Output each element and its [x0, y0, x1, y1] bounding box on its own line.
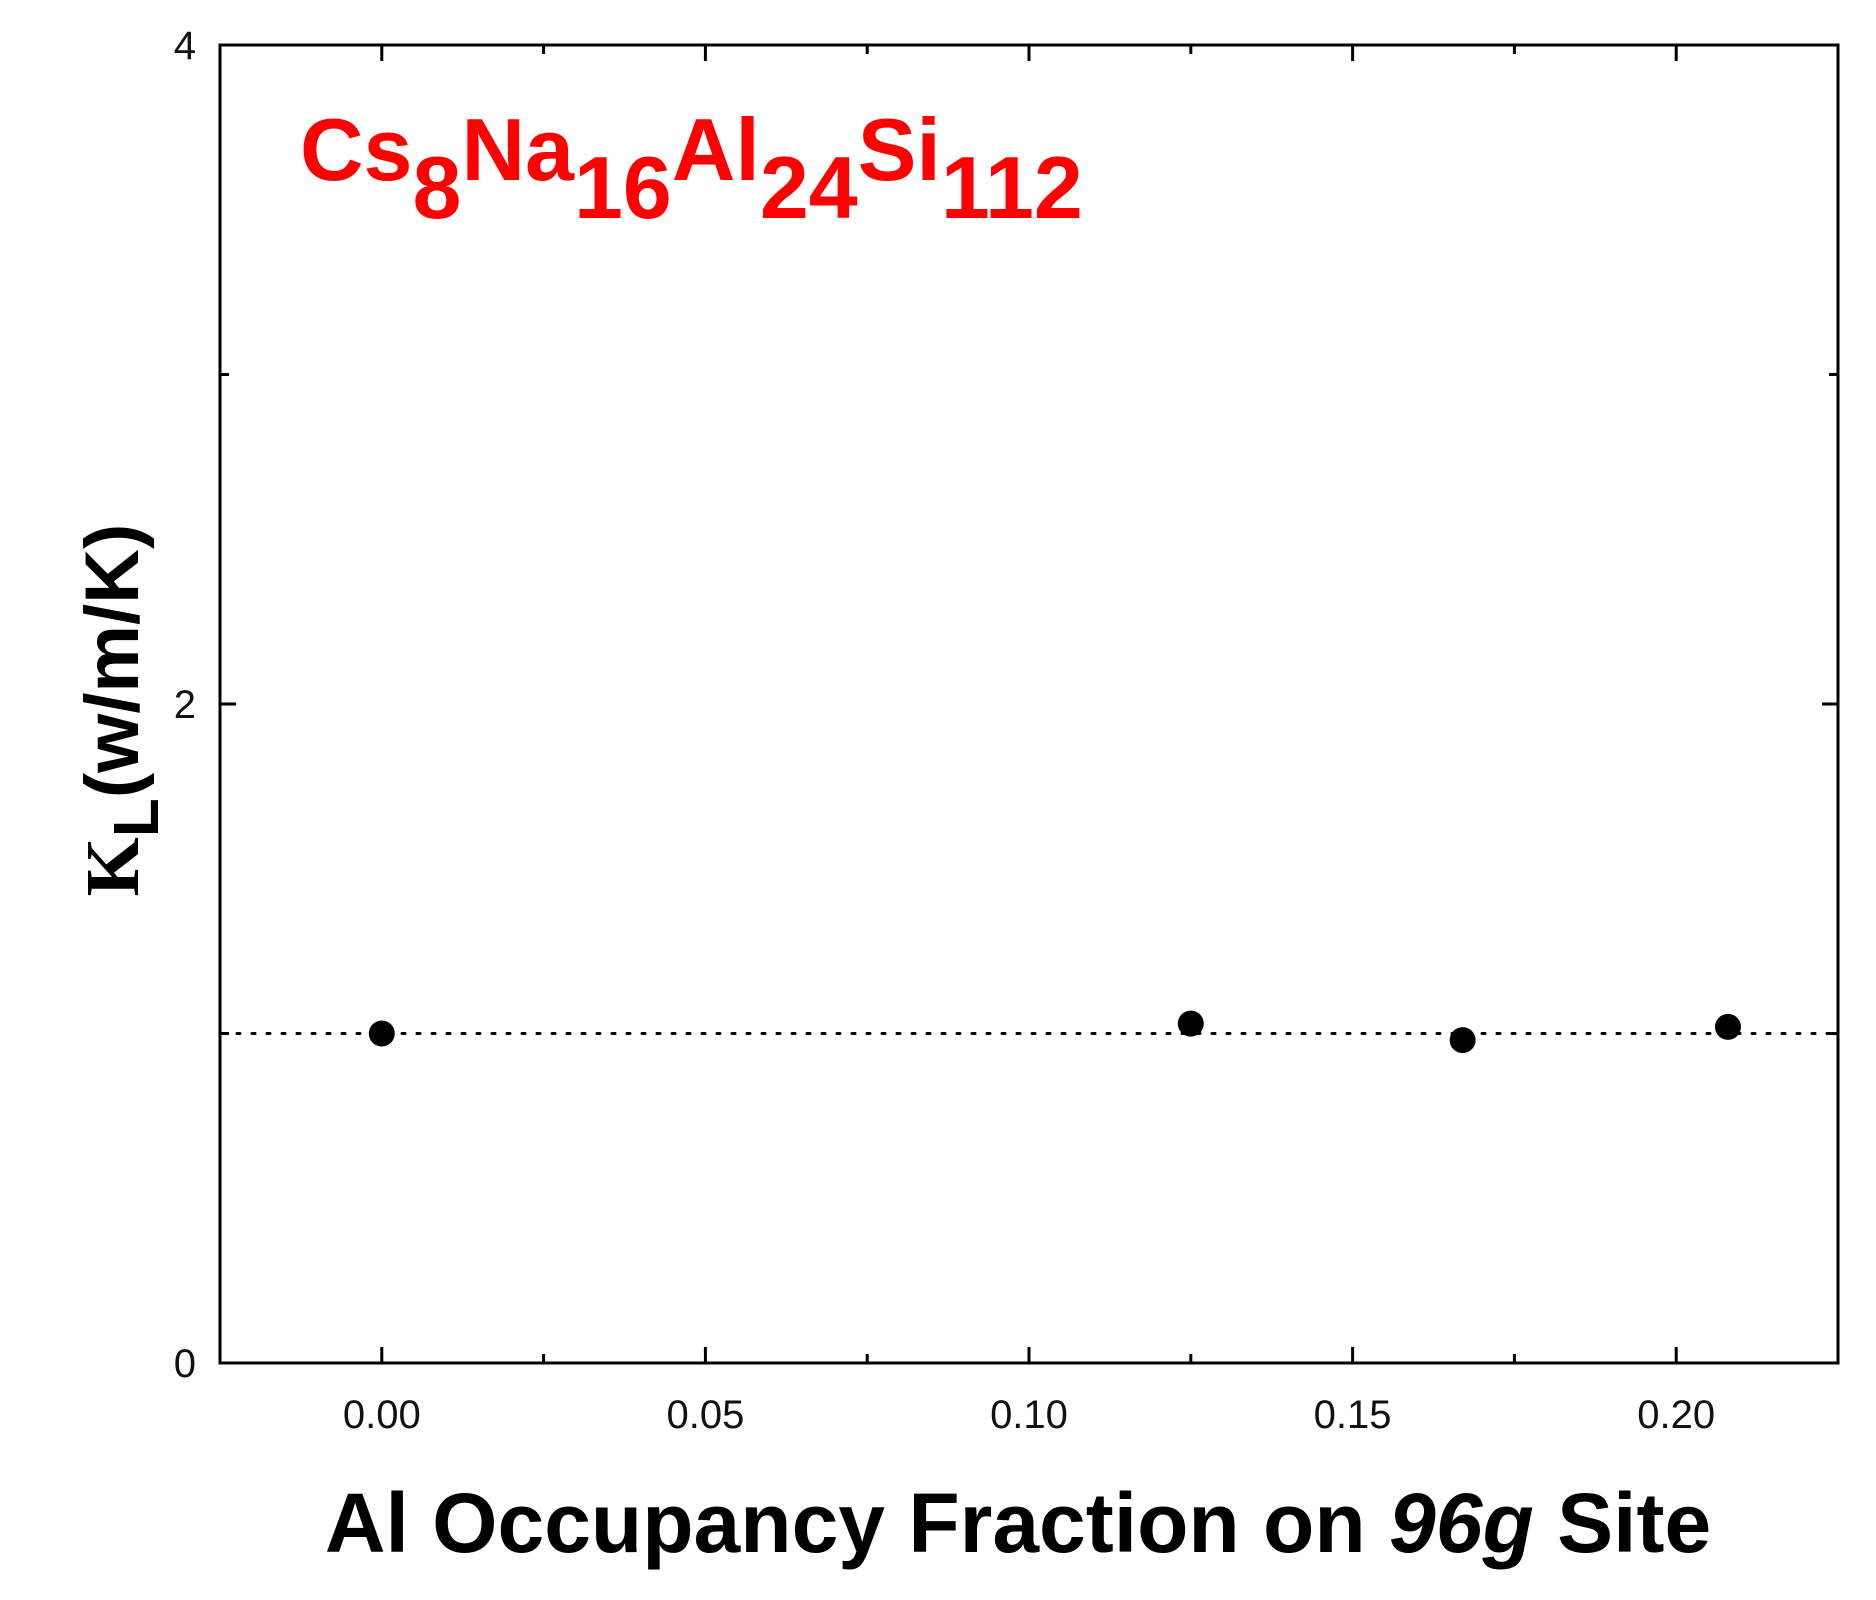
x-tick-label: 0.15 — [1314, 1393, 1392, 1437]
formula-subscript: 112 — [941, 138, 1083, 237]
y-tick-label: 0 — [174, 1342, 196, 1386]
data-point — [1714, 1013, 1741, 1040]
y-tick-label: 2 — [174, 683, 196, 727]
data-point — [368, 1020, 395, 1047]
formula-subscript: 24 — [760, 138, 858, 237]
data-point — [1449, 1027, 1476, 1054]
y-tick-label: 4 — [174, 24, 196, 68]
x-tick-label: 0.05 — [666, 1393, 744, 1437]
data-point — [1177, 1010, 1204, 1037]
formula-element: Na — [461, 100, 575, 199]
y-axis-title-main: K — [71, 837, 155, 896]
formula-subscript: 16 — [574, 138, 672, 237]
x-tick-label: 0.00 — [343, 1393, 421, 1437]
formula-element: Al — [672, 100, 760, 199]
x-axis-title-post: Site — [1534, 1476, 1711, 1570]
x-tick-label: 0.20 — [1637, 1393, 1715, 1437]
x-axis-title-pre: Al Occupancy Fraction on — [325, 1476, 1389, 1570]
formula-element: Si — [858, 100, 941, 199]
x-axis-title-italic: 96g — [1389, 1476, 1534, 1570]
y-axis-title: KL(w/m/K) — [70, 524, 172, 897]
compound-formula-title: Cs8Na16Al24Si112 — [300, 100, 1083, 237]
x-tick-label: 0.10 — [990, 1393, 1068, 1437]
plot-frame — [218, 43, 1840, 1365]
formula-element: Cs — [300, 100, 413, 199]
data-points — [368, 1010, 1741, 1054]
y-axis-title-rest: (w/m/K) — [70, 524, 155, 798]
axis-ticks — [220, 43, 1838, 1365]
formula-subscript: 8 — [413, 138, 462, 237]
x-axis-title: Al Occupancy Fraction on 96g Site — [325, 1476, 1711, 1570]
y-axis-title-sub: L — [100, 798, 172, 837]
